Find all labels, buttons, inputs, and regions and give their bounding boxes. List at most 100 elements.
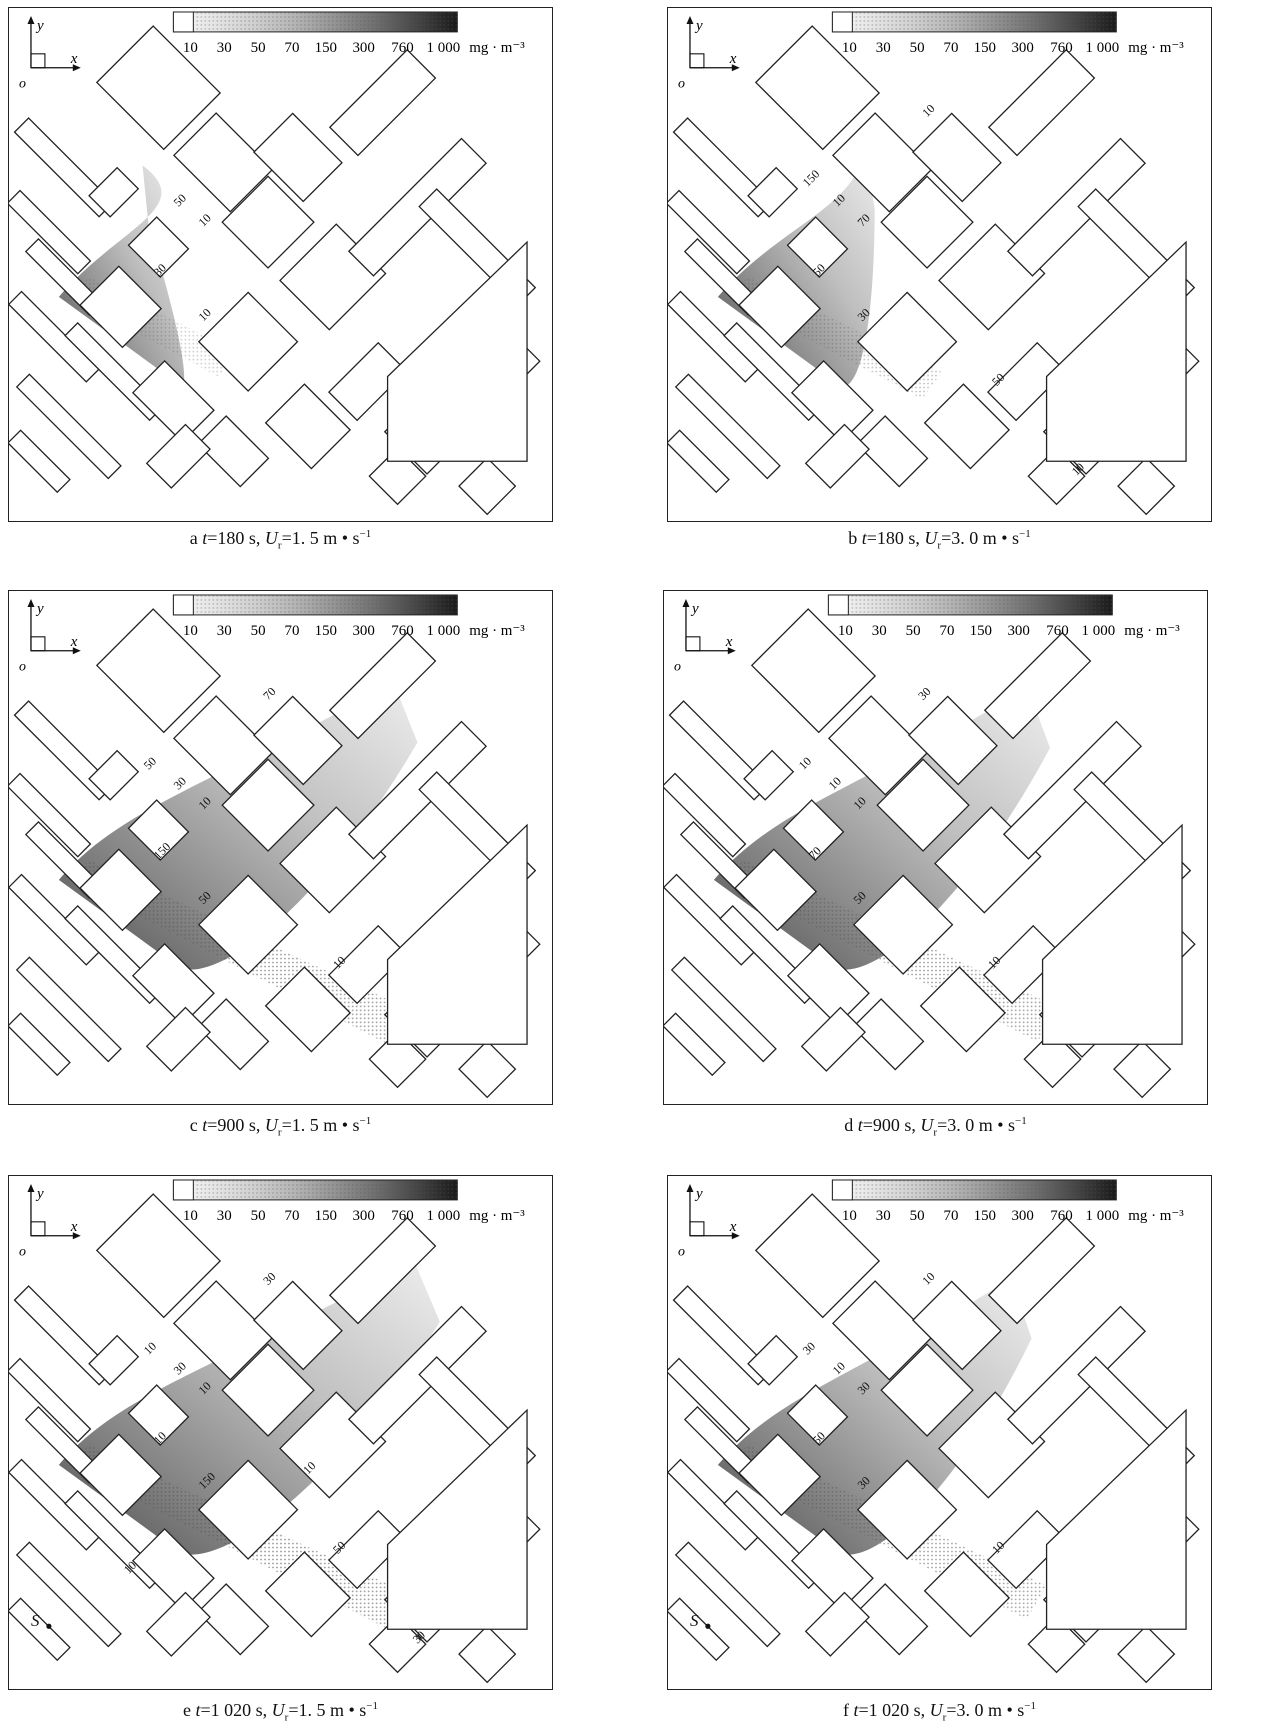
caption-letter: a (189, 528, 203, 548)
axis-indicator: y x o (19, 598, 81, 675)
building (327, 341, 408, 422)
contour-label: 30 (915, 684, 933, 702)
legend: 10 30 50 70 150 300 760 1 000 mg · m⁻³ (831, 11, 1184, 56)
building (145, 1006, 211, 1072)
building (852, 874, 954, 975)
legend-tick-label: 300 (352, 623, 374, 639)
caption-u-symbol: U (920, 1115, 934, 1135)
building (734, 848, 818, 932)
caption-u-symbol: U (929, 1700, 943, 1720)
building (754, 1193, 881, 1319)
contour-label: 10 (796, 754, 814, 772)
caption-u-value: =3. 0 m • s (946, 1700, 1025, 1720)
x-arrow-icon (72, 647, 81, 655)
contour-label: 150 (800, 167, 823, 190)
axis-indicator: y x o (678, 15, 740, 92)
building (1006, 1305, 1147, 1445)
axis-box (689, 53, 705, 69)
y-axis-label: y (690, 601, 699, 617)
caption-exp: −1 (366, 1700, 379, 1712)
building (79, 848, 163, 932)
building (923, 383, 1011, 470)
building (386, 1408, 528, 1630)
building (264, 966, 352, 1053)
legend-unit: mg · m⁻³ (469, 623, 525, 639)
legend-tick-label: 70 (943, 40, 958, 56)
legend-zero-box (831, 1179, 853, 1201)
caption-e: e t=1 020 s, Ur=1. 5 m • s−1 (8, 1700, 553, 1724)
building (1027, 447, 1086, 506)
building (368, 447, 427, 506)
legend-tick-label: 30 (217, 623, 232, 639)
contour-label: 70 (260, 684, 278, 702)
building (327, 924, 408, 1005)
legend-zero-box (172, 1179, 194, 1201)
contour-label: 30 (260, 1269, 278, 1287)
contour-label: 10 (919, 1269, 937, 1287)
building (986, 1509, 1067, 1590)
source-label: S (31, 1611, 40, 1630)
building (9, 1597, 71, 1662)
building (347, 137, 488, 277)
caption-exp: −1 (1019, 528, 1031, 540)
caption-letter: f (842, 1700, 854, 1720)
building (982, 924, 1063, 1005)
legend-tick-label: 70 (939, 623, 954, 639)
legend-tick-label: 760 (391, 1208, 413, 1224)
building (264, 383, 352, 470)
building (907, 695, 998, 786)
legend-tick-label: 30 (217, 40, 232, 56)
legend-unit: mg · m⁻³ (1124, 623, 1180, 639)
caption-t-symbol: t (202, 1115, 208, 1135)
building (987, 1216, 1096, 1325)
axis-indicator: y x o (678, 1183, 740, 1260)
caption-exp: −1 (359, 1115, 372, 1127)
legend: 10 30 50 70 150 300 760 1 000 mg · m⁻³ (827, 594, 1180, 639)
building (1045, 1408, 1187, 1630)
building (670, 956, 777, 1063)
legend-tick-label: 150 (970, 623, 992, 639)
x-axis-label: x (70, 51, 78, 67)
caption-t-symbol: t (861, 528, 867, 548)
building (145, 423, 211, 489)
building (1041, 823, 1183, 1045)
building (458, 457, 517, 516)
x-axis-label: x (729, 51, 737, 67)
axis-box (689, 1221, 705, 1237)
caption-t-value: =1 020 s, (200, 1700, 272, 1720)
building (831, 1280, 933, 1381)
building (1002, 720, 1143, 860)
origin-label: o (674, 660, 681, 675)
x-axis-label: x (729, 1219, 737, 1235)
y-axis-label: y (35, 1186, 44, 1202)
caption-u-symbol: U (264, 528, 278, 548)
building (127, 799, 190, 861)
caption-exp: −1 (1015, 1115, 1027, 1127)
legend-tick-label: 50 (910, 1208, 925, 1224)
caption-letter: c (189, 1115, 203, 1135)
legend-tick-label: 70 (284, 40, 299, 56)
caption-f: f t=1 020 s, Ur=3. 0 m • s−1 (667, 1700, 1212, 1724)
contour-label: 10 (196, 211, 214, 229)
building (88, 166, 140, 218)
building (674, 1541, 781, 1648)
contour-label: 50 (171, 191, 189, 209)
caption-a: a t=180 s, Ur=1. 5 m • s−1 (8, 528, 553, 552)
building (88, 1334, 140, 1386)
legend-zero-box (172, 594, 194, 616)
building (386, 240, 528, 462)
x-arrow-icon (727, 647, 736, 655)
axis-box (685, 636, 701, 652)
legend-stipple (173, 11, 458, 32)
building (9, 1012, 71, 1077)
legend-tick-label: 50 (906, 623, 921, 639)
building (172, 112, 274, 213)
building (1113, 1040, 1172, 1099)
building (738, 1433, 822, 1517)
legend: 10 30 50 70 150 300 760 1 000 mg · m⁻³ (172, 11, 525, 56)
legend-stipple (173, 594, 458, 615)
origin-label: o (678, 77, 685, 92)
x-axis-label: x (70, 634, 78, 650)
